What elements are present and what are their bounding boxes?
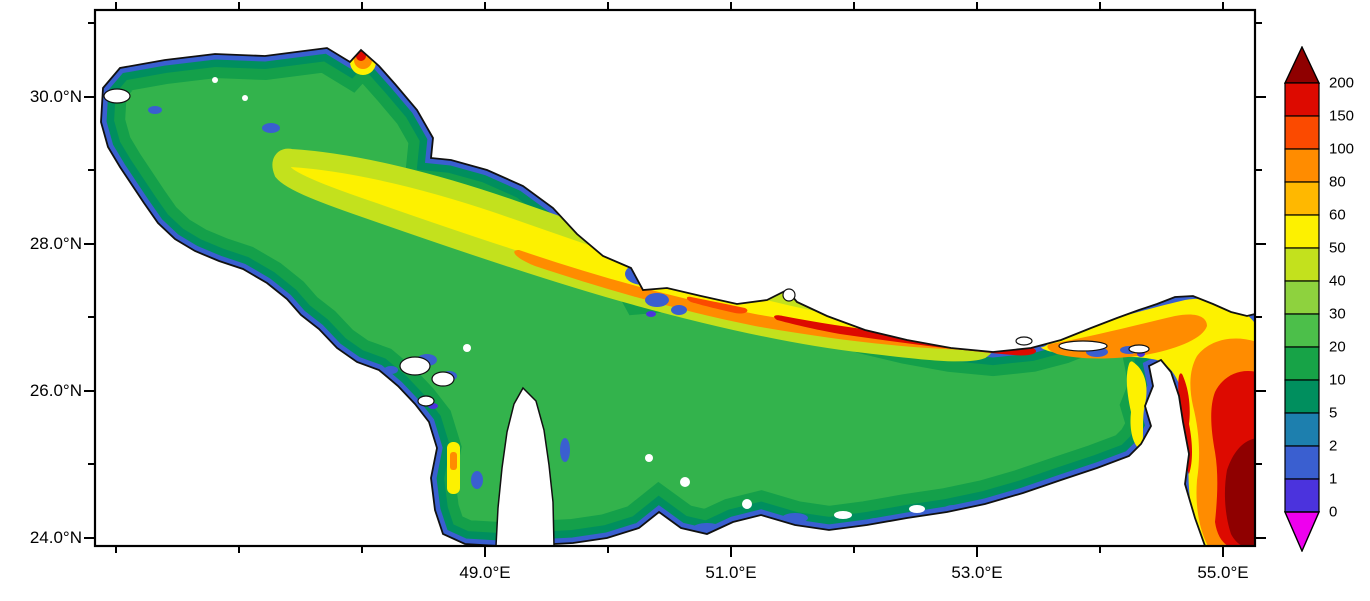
colorbar-label: 40 (1329, 272, 1346, 290)
colorbar-label: 60 (1329, 206, 1346, 224)
colorbar-segment (1284, 445, 1320, 480)
x-axis-ticks-bottom (115, 546, 1224, 557)
colorbar-segment (1284, 280, 1320, 315)
y-axis-tick-label: 28.0°N (29, 234, 82, 253)
x-axis-tick-label: 49.0°E (459, 563, 511, 582)
colorbar-label: 150 (1329, 107, 1355, 125)
colorbar-segment (1284, 214, 1320, 249)
colorbar-arrow-bottom (1284, 511, 1320, 552)
colorbar-label: 200 (1329, 74, 1355, 92)
y-axis-tick-label: 26.0°N (29, 381, 82, 400)
colorbar-segment (1284, 115, 1320, 150)
colorbar-segment (1284, 346, 1320, 381)
colorbar-label: 2 (1329, 437, 1338, 455)
colorbar-arrow-top (1284, 46, 1320, 84)
colorbar-label: 10 (1329, 371, 1346, 389)
x-axis-ticks-top (115, 2, 1224, 10)
colorbar-segment (1284, 82, 1320, 117)
data-gap-patches (212, 77, 925, 519)
y-axis-tick-label: 24.0°N (29, 528, 82, 547)
colorbar-label: 80 (1329, 173, 1346, 191)
islands (103, 88, 1150, 407)
plot-frame (93, 8, 1257, 548)
colorbar-segment (1284, 478, 1320, 513)
colorbar-label: 1 (1329, 470, 1338, 488)
y-axis-tick-label: 30.0°N (29, 87, 82, 106)
y-axis-ticks-left (84, 22, 95, 539)
salwa-bay-sliver (447, 442, 460, 494)
colorbar-segment (1284, 379, 1320, 414)
x-axis-tick-label: 53.0°E (951, 563, 1003, 582)
x-axis-tick-label: 51.0°E (705, 563, 757, 582)
colorbar-label: 20 (1329, 338, 1346, 356)
colorbar-segment (1284, 313, 1320, 348)
colorbar-label: 5 (1329, 404, 1338, 422)
colorbar-label: 50 (1329, 239, 1346, 257)
colorbar (1284, 46, 1320, 552)
colorbar-segment (1284, 181, 1320, 216)
colorbar-segment (1284, 412, 1320, 447)
colorbar-label: 100 (1329, 140, 1355, 158)
colorbar-label: 30 (1329, 305, 1346, 323)
x-axis-tick-label: 55.0°E (1197, 563, 1249, 582)
colorbar-segment (1284, 247, 1320, 282)
colorbar-label: 0 (1329, 503, 1338, 521)
colorbar-segment (1284, 148, 1320, 183)
oman-darkred-core (1224, 438, 1255, 546)
gulf-heatmap (100, 47, 1256, 547)
y-axis-ticks-right (1255, 22, 1266, 539)
